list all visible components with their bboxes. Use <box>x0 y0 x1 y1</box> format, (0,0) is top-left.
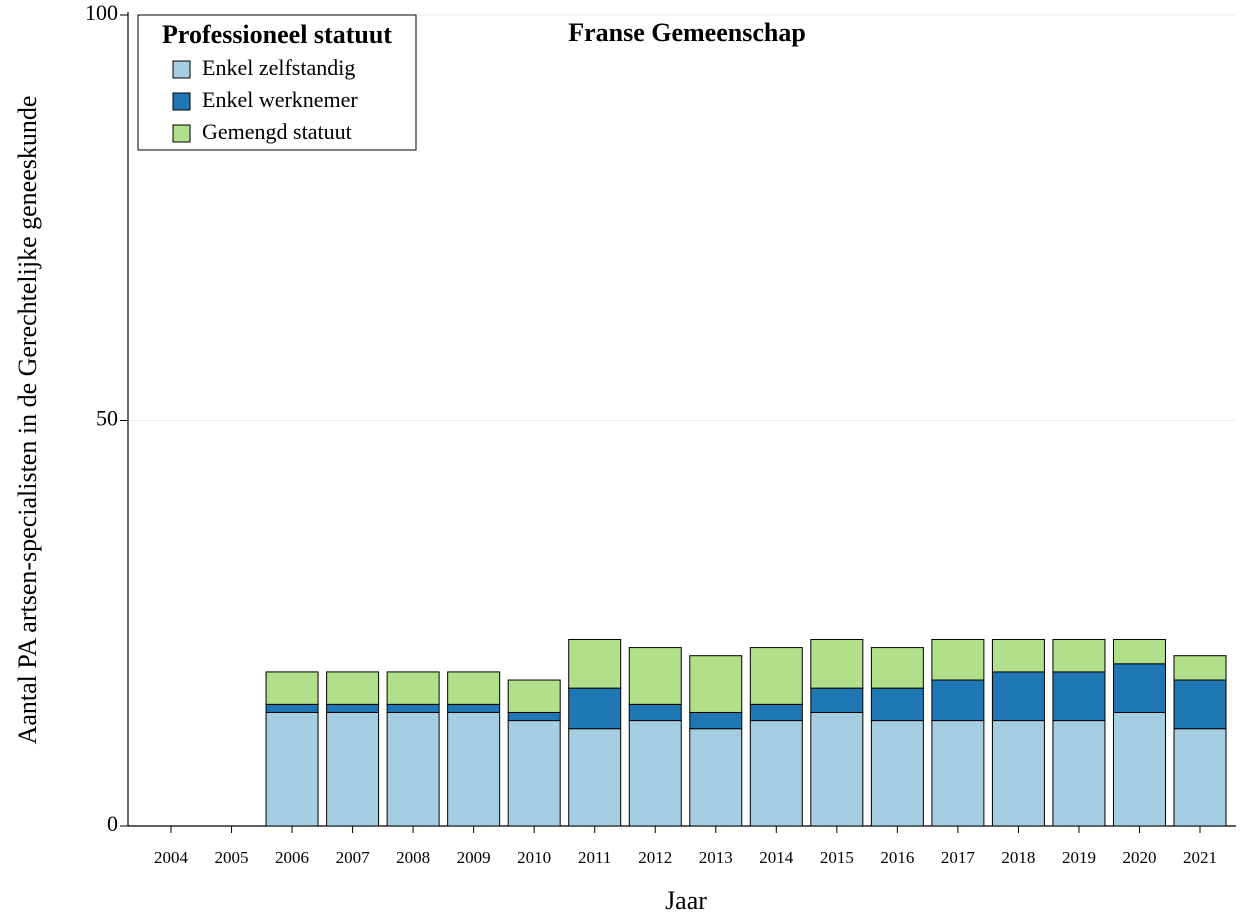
bar-segment <box>507 711 561 722</box>
bar-segment <box>991 638 1045 673</box>
bar-segment <box>1052 638 1106 673</box>
bar-segment <box>1173 728 1227 827</box>
legend-label: Enkel werknemer <box>202 87 358 112</box>
bar-segment <box>931 720 985 827</box>
bar-segment <box>991 671 1045 722</box>
bar-segment <box>870 720 924 827</box>
x-tick-label: 2018 <box>1001 848 1035 867</box>
x-tick-label: 2021 <box>1183 848 1217 867</box>
chart-title: Franse Gemeenschap <box>568 18 806 47</box>
x-tick-label: 2012 <box>638 848 672 867</box>
bar-segment <box>628 703 682 722</box>
bar-segment <box>628 720 682 827</box>
bar-segment <box>507 679 561 713</box>
bar-segment <box>931 679 985 722</box>
bar-segment <box>628 647 682 705</box>
x-axis-label: Jaar <box>665 886 707 915</box>
bar-segment <box>870 647 924 689</box>
legend-swatch <box>172 60 191 79</box>
bar-segment <box>507 720 561 827</box>
bar-segment <box>1173 679 1227 730</box>
bar-segment <box>749 647 803 705</box>
x-tick-label: 2016 <box>880 848 914 867</box>
bar-segment <box>810 638 864 689</box>
x-tick-label: 2020 <box>1122 848 1156 867</box>
bar-segment <box>1052 720 1106 827</box>
bar-segment <box>568 638 622 689</box>
bar-segment <box>1173 655 1227 681</box>
bar-segment <box>265 711 319 827</box>
bar-segment <box>326 711 380 827</box>
x-tick-label: 2008 <box>396 848 430 867</box>
bar-segment <box>1112 711 1166 827</box>
legend-swatch <box>172 124 191 143</box>
x-tick-label: 2011 <box>578 848 611 867</box>
bar-segment <box>749 703 803 722</box>
bar-segment <box>689 728 743 827</box>
legend-label: Enkel zelfstandig <box>202 55 355 80</box>
legend-title: Professioneel statuut <box>162 20 392 49</box>
bar-segment <box>1112 638 1166 665</box>
bar-segment <box>447 703 501 713</box>
bar-segment <box>326 703 380 713</box>
bar-segment <box>1112 663 1166 713</box>
y-tick-label: 100 <box>85 0 118 25</box>
x-tick-label: 2007 <box>336 848 371 867</box>
bar-segment <box>749 720 803 827</box>
x-tick-label: 2009 <box>457 848 491 867</box>
bar-segment <box>265 703 319 713</box>
bar-segment <box>931 638 985 681</box>
x-tick-label: 2015 <box>820 848 854 867</box>
bar-segment <box>386 711 440 827</box>
legend-swatch <box>172 92 191 111</box>
bar-segment <box>568 728 622 827</box>
x-tick-label: 2017 <box>941 848 976 867</box>
bar-segment <box>568 687 622 730</box>
bar-segment <box>810 711 864 827</box>
bar-segment <box>326 671 380 705</box>
x-tick-label: 2019 <box>1062 848 1096 867</box>
x-tick-label: 2014 <box>759 848 794 867</box>
bar-segment <box>870 687 924 722</box>
x-tick-label: 2004 <box>154 848 189 867</box>
bar-segment <box>1052 671 1106 722</box>
x-tick-label: 2013 <box>699 848 733 867</box>
bar-segment <box>689 711 743 730</box>
bar-segment <box>386 671 440 705</box>
bar-segment <box>810 687 864 713</box>
y-tick-label: 0 <box>107 811 118 836</box>
x-tick-label: 2010 <box>517 848 551 867</box>
y-tick-label: 50 <box>96 406 118 431</box>
bar-segment <box>991 720 1045 827</box>
bar-segment <box>265 671 319 705</box>
x-tick-label: 2005 <box>215 848 249 867</box>
x-tick-label: 2006 <box>275 848 309 867</box>
bar-segment <box>447 711 501 827</box>
bar-segment <box>447 671 501 705</box>
bar-segment <box>689 655 743 713</box>
y-axis-label: Aantal PA artsen-specialisten in de Gere… <box>13 96 42 745</box>
legend-label: Gemengd statuut <box>202 119 352 144</box>
bar-segment <box>386 703 440 713</box>
